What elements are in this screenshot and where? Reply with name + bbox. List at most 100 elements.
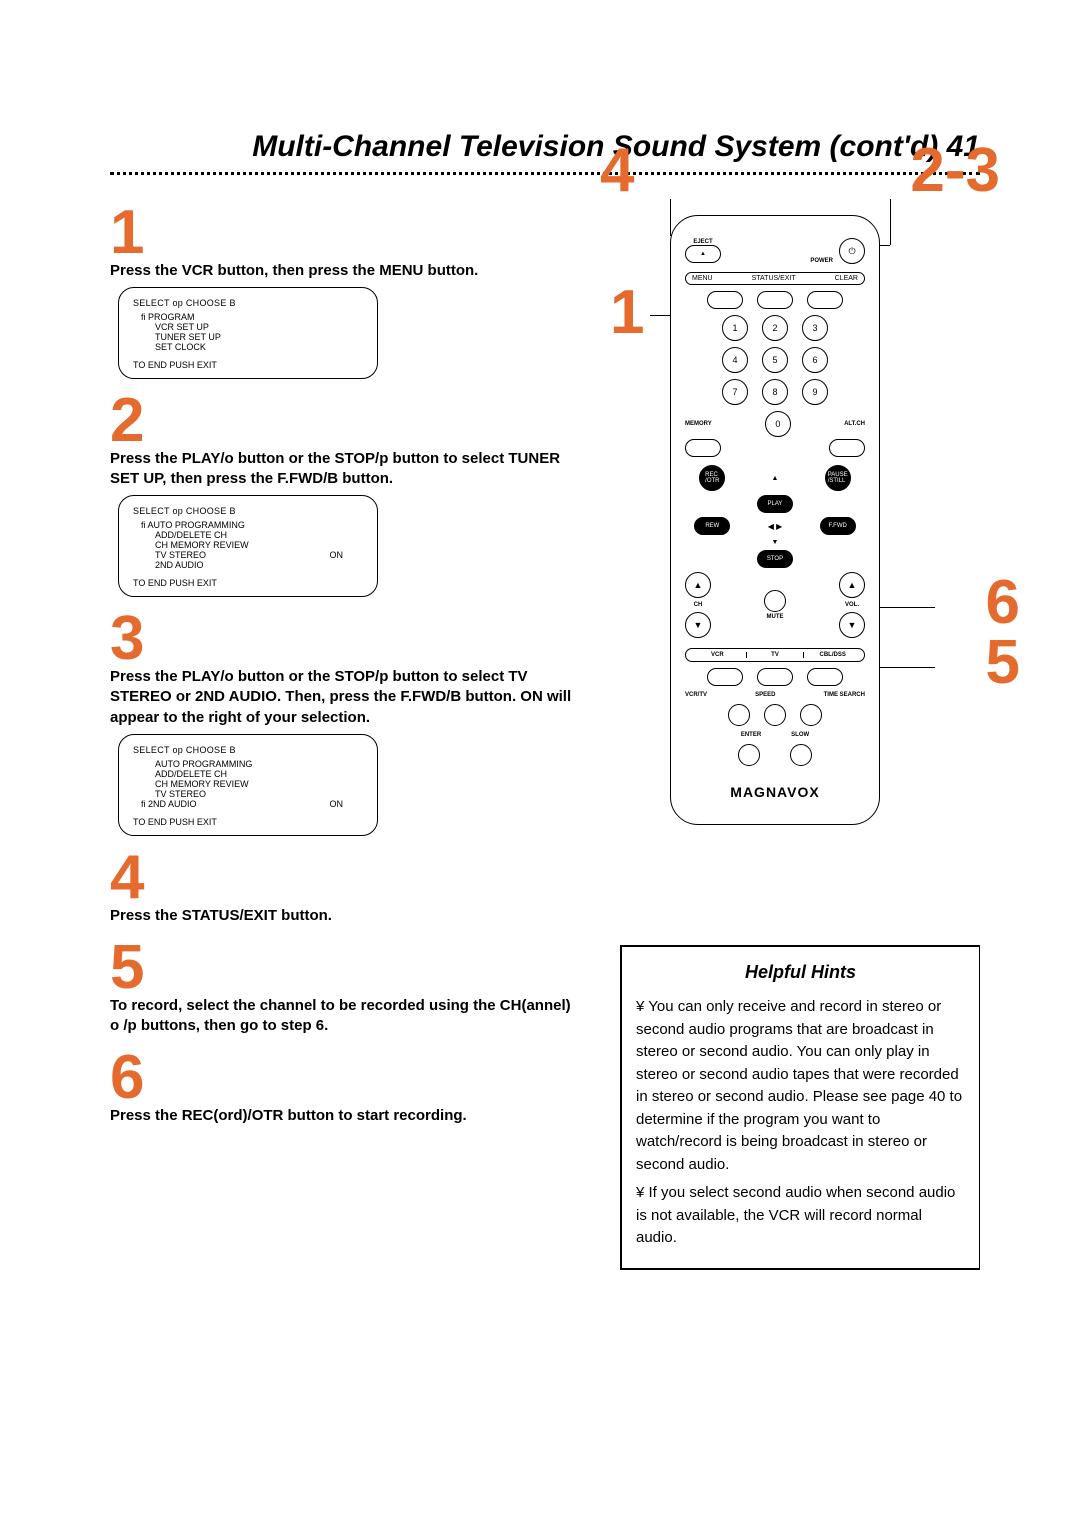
screen-line: ADD/DELETE CH [155,530,363,540]
vol-label: VOL. [845,602,859,608]
left-column: 1 Press the VCR button, then press the M… [110,205,580,1270]
digit-4[interactable]: 4 [722,347,748,373]
step-1: 1 Press the VCR button, then press the M… [110,205,580,379]
tv-label: TV [746,652,804,658]
vol-up-button[interactable]: ▲ [839,572,865,598]
screen-1-footer: TO END PUSH EXIT [133,360,363,370]
enter-label: ENTER [741,732,761,738]
remote-control: EJECT ▲ POWER ⏻ MENU STATUS/EXIT CLEAR [670,215,880,825]
ch-up-button[interactable]: ▲ [685,572,711,598]
vol-down-button[interactable]: ▼ [839,612,865,638]
stop-button[interactable]: STOP [757,550,793,568]
pause-still-button[interactable]: PAUSE/STILL [825,465,851,491]
memory-button[interactable] [685,439,721,457]
digit-8[interactable]: 8 [762,379,788,405]
step-6-text: Press the REC(ord)/OTR button to start r… [110,1106,580,1126]
digit-5[interactable]: 5 [762,347,788,373]
mute-button[interactable] [764,590,786,612]
top-section-bar: MENU STATUS/EXIT CLEAR [685,272,865,285]
screen-1: SELECT op CHOOSE B PROGRAMVCR SET UPTUNE… [118,287,378,379]
digit-1[interactable]: 1 [722,315,748,341]
play-button[interactable]: PLAY [757,495,793,513]
screen-line: 2ND AUDIO [155,560,363,570]
step-6-number: 6 [110,1050,580,1106]
screen-3-lines: AUTO PROGRAMMINGADD/DELETE CHCH MEMORY R… [133,759,363,809]
step-3: 3 Press the PLAY/o button or the STOP/p … [110,611,580,836]
screen-2-header: SELECT op CHOOSE B [133,506,363,516]
step-4: 4 Press the STATUS/EXIT button. [110,850,580,926]
step-4-number: 4 [110,850,580,906]
screen-3-header: SELECT op CHOOSE B [133,745,363,755]
remote-wrap: EJECT ▲ POWER ⏻ MENU STATUS/EXIT CLEAR [670,215,980,825]
step-1-text: Press the VCR button, then press the MEN… [110,261,580,281]
status-exit-label: STATUS/EXIT [752,275,796,282]
slow-label: SLOW [791,732,809,738]
screen-2-footer: TO END PUSH EXIT [133,578,363,588]
menu-label: MENU [692,275,713,282]
speed-label: SPEED [755,692,775,698]
ch-label: CH [694,602,703,608]
slow-button[interactable] [790,744,812,766]
rew-button[interactable]: REW [694,517,730,535]
step-2-text: Press the PLAY/o button or the STOP/p bu… [110,449,580,490]
screen-line: CH MEMORY REVIEW [155,779,363,789]
screen-line: ADD/DELETE CH [155,769,363,779]
helpful-hints-box: Helpful Hints You can only receive and r… [620,945,980,1270]
hints-list: You can only receive and record in stere… [636,996,965,1250]
screen-line: SET CLOCK [155,342,363,352]
screen-1-lines: PROGRAMVCR SET UPTUNER SET UPSET CLOCK [133,312,363,352]
status-exit-button[interactable] [757,291,793,309]
screen-line: TUNER SET UP [155,332,363,342]
digit-9[interactable]: 9 [802,379,828,405]
digit-7[interactable]: 7 [722,379,748,405]
screen-line: AUTO PROGRAMMING [155,759,363,769]
altch-label: ALT.CH [844,421,865,427]
memory-label: MEMORY [685,421,712,427]
screen-3-footer: TO END PUSH EXIT [133,817,363,827]
content-columns: 1 Press the VCR button, then press the M… [110,205,980,1270]
tv-button[interactable] [757,668,793,686]
digit-6[interactable]: 6 [802,347,828,373]
menu-button[interactable] [707,291,743,309]
step-2: 2 Press the PLAY/o button or the STOP/p … [110,393,580,597]
eject-button[interactable]: ▲ [685,245,721,263]
ch-down-button[interactable]: ▼ [685,612,711,638]
vcrtv-button[interactable] [728,704,750,726]
mute-label: MUTE [767,614,784,620]
vcr-button[interactable] [707,668,743,686]
power-label: POWER [810,258,833,264]
callout-1: 1 [610,285,644,341]
screen-1-header: SELECT op CHOOSE B [133,298,363,308]
callout-4: 4 [600,135,634,206]
step-2-number: 2 [110,393,580,449]
screen-line: TV STEREOON [155,550,363,560]
altch-button[interactable] [829,439,865,457]
rec-otr-button[interactable]: REC/OTR [699,465,725,491]
ffwd-button[interactable]: F.FWD [820,517,856,535]
callouts-top: 4 2-3 [600,135,1000,206]
step-1-number: 1 [110,205,580,261]
speed-button[interactable] [764,704,786,726]
screen-line: CH MEMORY REVIEW [155,540,363,550]
clear-label: CLEAR [835,275,858,282]
digit-3[interactable]: 3 [802,315,828,341]
hint-item: If you select second audio when second a… [636,1182,965,1250]
step-3-text: Press the PLAY/o button or the STOP/p bu… [110,667,580,728]
callout-6: 6 [986,575,1020,631]
screen-line: PROGRAM [155,312,363,322]
timesearch-button[interactable] [800,704,822,726]
power-button[interactable]: ⏻ [839,238,865,264]
step-5-number: 5 [110,940,580,996]
digit-2[interactable]: 2 [762,315,788,341]
screen-3: SELECT op CHOOSE B AUTO PROGRAMMINGADD/D… [118,734,378,836]
enter-button[interactable] [738,744,760,766]
step-6: 6 Press the REC(ord)/OTR button to start… [110,1050,580,1126]
screen-line: 2ND AUDIOON [155,799,363,809]
hint-item: You can only receive and record in stere… [636,996,965,1176]
clear-button[interactable] [807,291,843,309]
digit-0[interactable]: 0 [765,411,791,437]
page: Multi-Channel Television Sound System (c… [0,0,1080,1310]
callout-2-3: 2-3 [910,135,1000,206]
cbl-button[interactable] [807,668,843,686]
device-select-bar: VCR TV CBL/DSS [685,648,865,662]
